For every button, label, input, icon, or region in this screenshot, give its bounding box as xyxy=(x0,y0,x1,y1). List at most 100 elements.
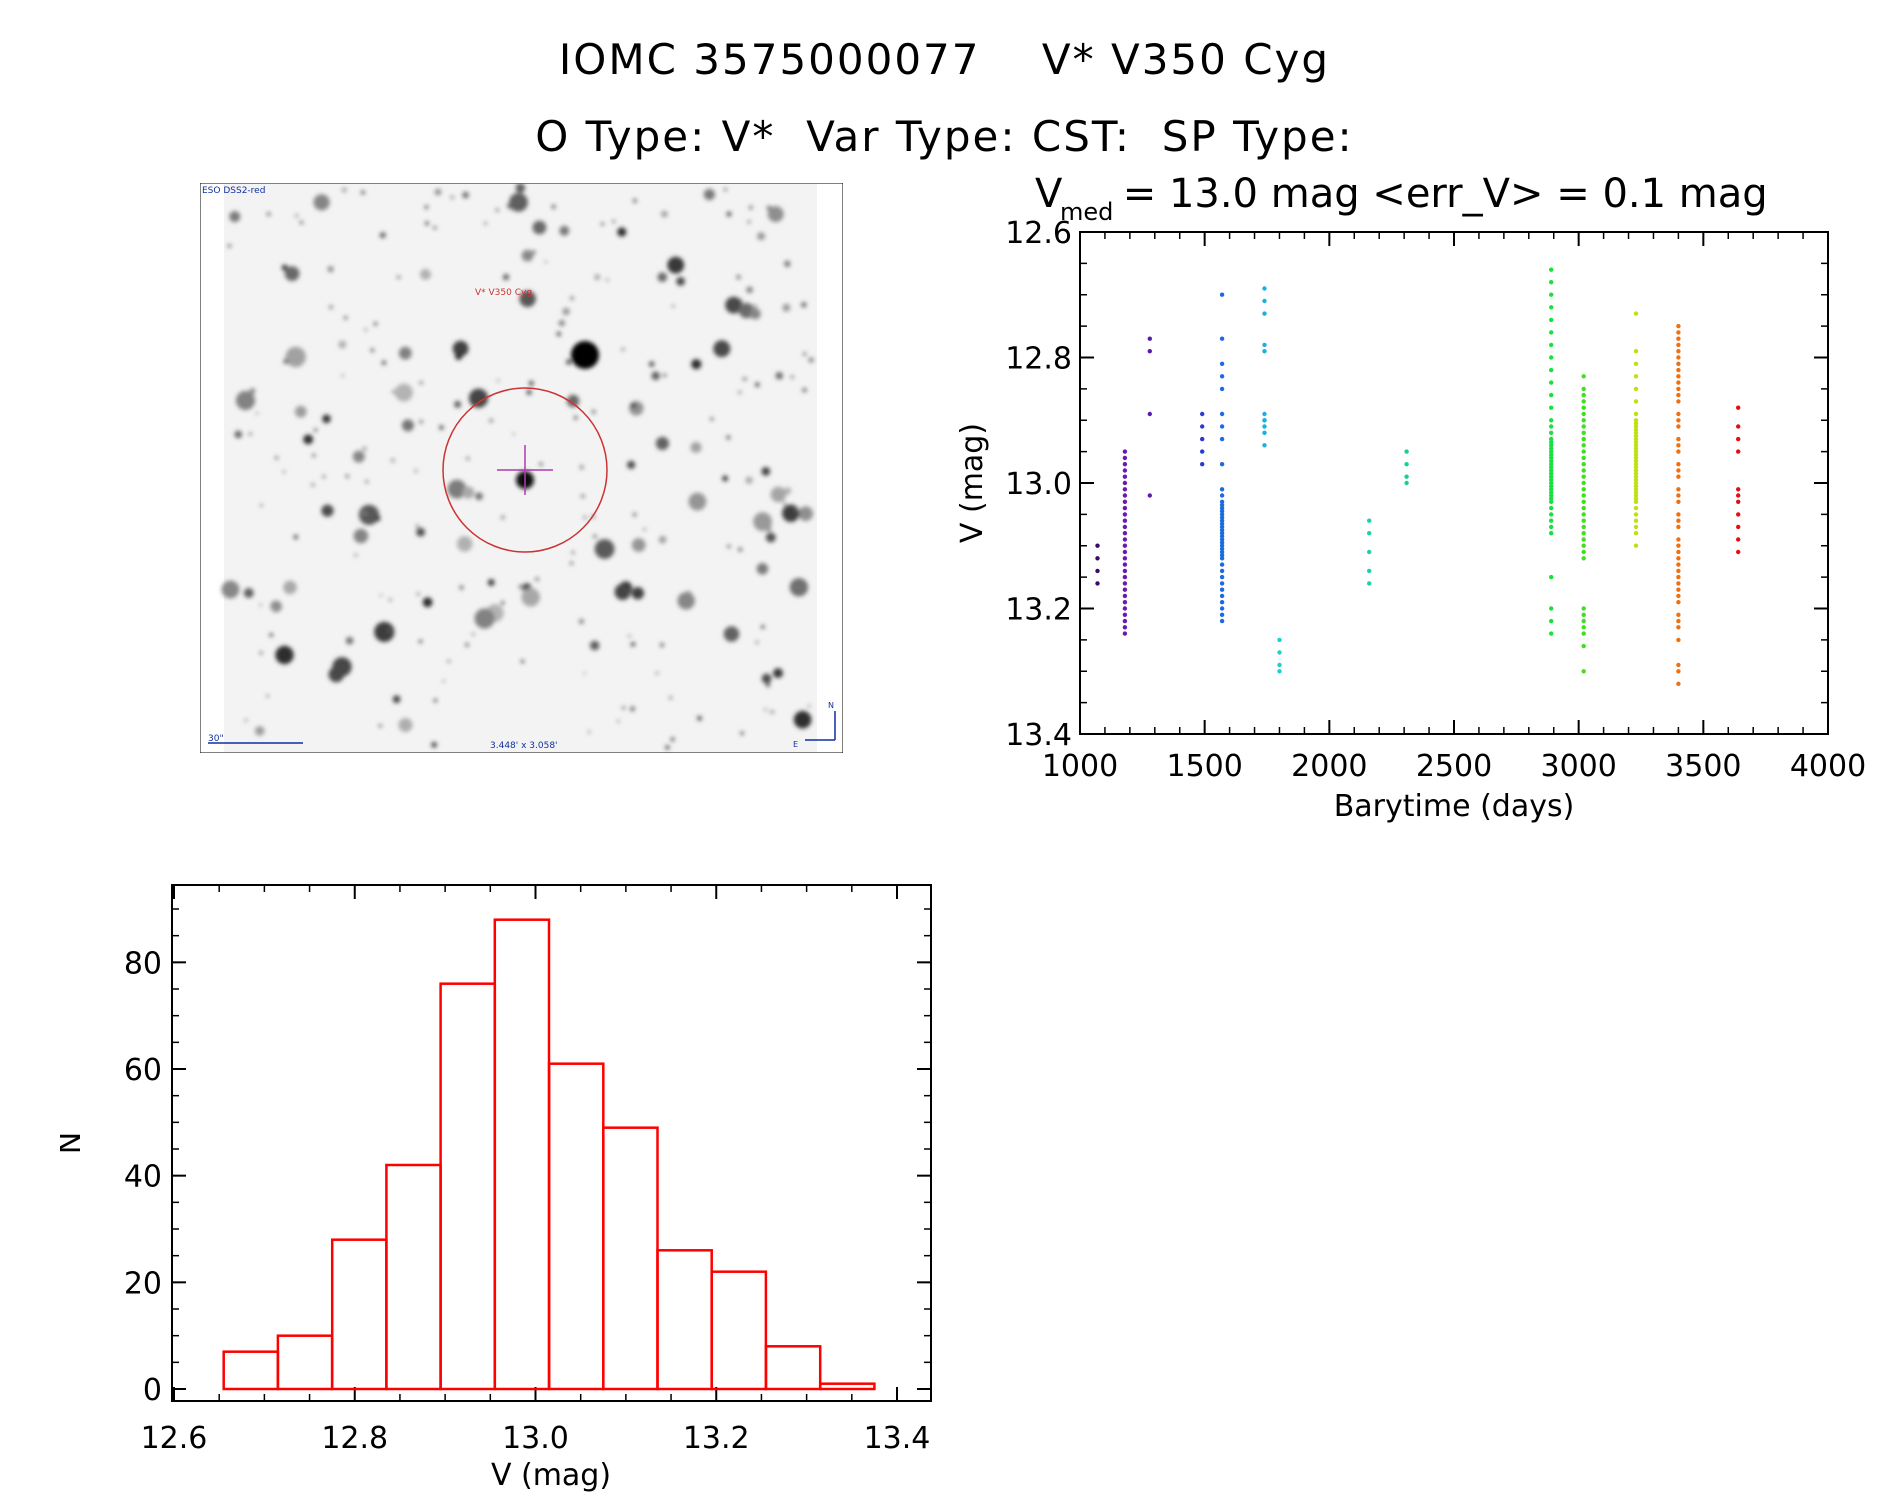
star xyxy=(374,621,395,642)
star xyxy=(259,651,263,655)
lc-data-point xyxy=(1549,468,1554,473)
lc-data-point xyxy=(1581,543,1586,548)
star xyxy=(495,208,500,213)
star xyxy=(284,266,300,281)
star xyxy=(570,561,573,565)
lc-data-point xyxy=(1095,568,1100,574)
lc-data-point xyxy=(1122,568,1128,574)
lc-data-point xyxy=(1219,336,1225,341)
lc-data-point xyxy=(1633,474,1639,479)
star xyxy=(496,379,500,383)
star xyxy=(283,359,288,364)
lc-data-point xyxy=(1676,512,1681,517)
lc-data-point xyxy=(1736,405,1741,410)
lc-data-point xyxy=(1581,480,1586,486)
lc-data-point xyxy=(1549,317,1554,323)
star xyxy=(642,527,647,532)
lc-data-point xyxy=(1200,424,1205,429)
lc-data-point xyxy=(1736,449,1741,454)
star xyxy=(770,486,786,503)
lc-data-point xyxy=(1219,612,1225,617)
lc-data-point xyxy=(1676,556,1681,561)
star xyxy=(254,726,265,736)
star xyxy=(248,432,253,436)
lc-data-point xyxy=(1581,468,1586,473)
star xyxy=(370,348,374,352)
lc-data-point xyxy=(1219,549,1225,555)
star xyxy=(362,511,367,516)
lc-data-point xyxy=(1736,499,1741,504)
lc-ytick-label: 13.0 xyxy=(1005,467,1072,502)
lc-data-point xyxy=(1633,468,1639,473)
lc-data-point xyxy=(1676,562,1681,567)
lc-data-point xyxy=(1736,549,1741,555)
lc-data-point xyxy=(1633,440,1639,445)
lc-data-point xyxy=(1122,480,1128,486)
star xyxy=(727,544,731,548)
lc-data-point xyxy=(1367,531,1372,536)
lc-data-point xyxy=(1549,480,1554,486)
lc-data-point xyxy=(1581,462,1586,467)
star xyxy=(341,187,347,193)
star xyxy=(434,188,442,196)
star xyxy=(544,260,548,264)
star xyxy=(362,446,367,451)
lc-data-point xyxy=(1676,386,1681,392)
lc-data-point xyxy=(1676,349,1681,354)
lc-data-point xyxy=(1549,405,1554,410)
lc-ytick-label: 12.6 xyxy=(1005,216,1072,251)
star xyxy=(612,220,616,223)
star xyxy=(414,469,418,473)
lc-data-point xyxy=(1219,537,1225,542)
star xyxy=(398,718,413,732)
star xyxy=(722,475,728,482)
lc-data-point xyxy=(1219,587,1225,592)
lc-data-point xyxy=(1549,418,1554,423)
star xyxy=(592,410,596,414)
star xyxy=(782,504,800,522)
lc-data-point xyxy=(1219,386,1225,392)
star xyxy=(466,456,470,461)
star xyxy=(661,210,668,218)
lc-data-point xyxy=(1122,468,1128,473)
star xyxy=(244,718,248,722)
lc-data-point xyxy=(1219,424,1225,429)
lc-data-point xyxy=(1633,311,1639,316)
star xyxy=(373,322,378,326)
star xyxy=(761,673,772,684)
star xyxy=(764,708,767,712)
lc-data-point xyxy=(1676,537,1681,542)
star xyxy=(235,390,256,411)
lc-data-point xyxy=(1676,380,1681,385)
lc-data-point xyxy=(1736,493,1741,498)
lc-data-point xyxy=(1219,462,1225,467)
lc-data-point xyxy=(1200,449,1205,454)
lc-data-point xyxy=(1549,392,1554,398)
header-title-line2: O Type: V* Var Type: CST: SP Type: xyxy=(535,112,1354,161)
star xyxy=(627,460,636,469)
hist-bar xyxy=(439,982,497,1391)
star xyxy=(631,642,635,647)
hist-bar xyxy=(330,1238,388,1391)
star xyxy=(657,272,668,282)
star xyxy=(669,696,673,700)
star xyxy=(659,642,665,648)
star xyxy=(353,528,369,544)
star xyxy=(629,401,644,416)
lc-data-point xyxy=(1633,531,1639,536)
lc-data-point xyxy=(1219,509,1225,514)
star xyxy=(798,506,813,521)
star xyxy=(360,190,366,195)
lc-data-point xyxy=(1676,587,1681,592)
lc-data-point xyxy=(1633,493,1639,498)
lc-data-point xyxy=(1676,392,1681,398)
lc-data-point xyxy=(1549,440,1554,445)
lc-data-point xyxy=(1549,499,1554,504)
lc-data-point xyxy=(1219,540,1225,545)
lc-data-point xyxy=(1122,574,1128,580)
star xyxy=(767,206,784,223)
lc-data-point xyxy=(1549,512,1554,517)
star xyxy=(803,352,807,356)
lc-data-point xyxy=(1633,483,1639,489)
star xyxy=(749,308,761,320)
